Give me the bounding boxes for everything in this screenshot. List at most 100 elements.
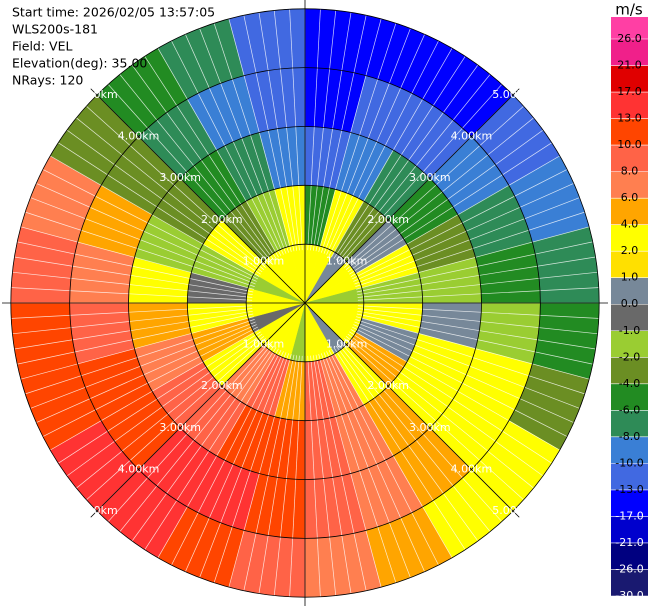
ray-gap xyxy=(8,313,254,367)
colorbar-swatch xyxy=(611,330,648,358)
ring-label: 2.00km xyxy=(201,213,243,226)
range-ring xyxy=(10,8,600,598)
ray-gap xyxy=(321,353,399,592)
ring-label: 4.00km xyxy=(118,462,160,475)
ray-gap xyxy=(153,348,279,566)
ray-gap xyxy=(312,355,353,603)
ray-gap xyxy=(344,338,531,507)
ray-gap xyxy=(126,57,275,261)
ray-gap xyxy=(167,32,282,256)
ray-gap xyxy=(312,3,353,251)
colorbar-swatch xyxy=(611,410,648,437)
ray-gap xyxy=(345,336,541,494)
ray-gap xyxy=(340,77,509,264)
range-ring xyxy=(69,67,541,539)
colorbar-tick-label: 6.0 xyxy=(621,191,639,204)
colorbar-tick-label: 0.0 xyxy=(621,297,639,310)
ray-gap xyxy=(257,355,298,603)
ray-gap xyxy=(350,151,568,277)
colorbar-tick-label: -2.0 xyxy=(619,350,640,363)
ring-label: 4.00km xyxy=(451,462,493,475)
colorbar-tick-label: -6.0 xyxy=(619,403,640,416)
ray-gap xyxy=(354,321,589,412)
ray-gap xyxy=(310,355,338,605)
ray-gap xyxy=(321,14,399,253)
ring-label: 3.00km xyxy=(159,171,201,184)
ray-gap xyxy=(181,26,284,255)
ray-gap xyxy=(347,124,551,273)
ray-gap xyxy=(50,137,261,275)
colorbar-swatch xyxy=(611,198,648,225)
ray-gap xyxy=(16,319,255,397)
colorbar-tick-label: 4.0 xyxy=(621,218,639,231)
ray-gap xyxy=(5,310,253,351)
ring-label: 1.00km xyxy=(326,254,368,267)
ray-gap xyxy=(211,14,289,253)
info-line: Field: VEL xyxy=(12,39,72,54)
ray-gap xyxy=(356,313,602,367)
ray-gap xyxy=(2,286,253,301)
info-line: WLS200s-181 xyxy=(12,22,98,37)
ray-gap xyxy=(355,209,594,287)
colorbar-tick-label: 8.0 xyxy=(621,165,639,178)
ring-label: 1.00km xyxy=(243,338,285,351)
colorbar-label: m/s xyxy=(615,1,643,19)
colorbar-swatch xyxy=(611,65,648,93)
ring-label: 3.00km xyxy=(409,421,451,434)
colorbar-tick-label: 21.0 xyxy=(617,59,642,72)
colorbar-swatch xyxy=(611,357,648,384)
colorbar-swatch xyxy=(611,436,648,464)
info-line: Start time: 2026/02/05 13:57:05 xyxy=(12,5,215,20)
colorbar-swatch xyxy=(611,542,648,570)
ring-label: 2.00km xyxy=(367,379,409,392)
ray-gap xyxy=(34,326,258,441)
ray-gap xyxy=(69,112,265,270)
ray-gap xyxy=(357,305,608,320)
ray-gap xyxy=(101,77,270,264)
ray-gap xyxy=(50,331,261,469)
ray-gap xyxy=(333,347,471,558)
ray-gap xyxy=(28,179,257,282)
ray-gap xyxy=(288,0,303,251)
colorbar-swatch xyxy=(611,171,648,199)
colorbar-tick-label: -4.0 xyxy=(619,377,640,390)
ray-gap xyxy=(315,354,369,600)
ray-gap xyxy=(323,352,414,587)
ray-gap xyxy=(3,270,253,298)
ray-gap xyxy=(326,26,429,255)
ray-gap xyxy=(357,310,605,351)
colorbar-swatch xyxy=(611,463,648,490)
ray-gap xyxy=(350,329,568,455)
ray-gap xyxy=(139,347,277,558)
axis-line xyxy=(90,88,520,518)
colorbar-tick-label: 10.0 xyxy=(617,138,642,151)
ray-gap xyxy=(42,151,260,277)
colorbar-tick-label: 13.0 xyxy=(617,112,642,125)
ray-gap xyxy=(211,353,289,592)
colorbar-swatch xyxy=(611,489,648,517)
colorbar-swatch xyxy=(611,39,648,66)
ray-gap xyxy=(272,355,300,605)
ray-gap xyxy=(340,342,509,529)
ring-label: 3.00km xyxy=(409,171,451,184)
colorbar-swatch xyxy=(611,145,648,172)
ray-gap xyxy=(349,331,560,469)
ray-gap xyxy=(196,19,287,254)
ray-gap xyxy=(114,343,272,539)
ray-gap xyxy=(333,48,471,259)
overlay: 1.00km 1.00km 1.00km 1.00km 2.00km 2.00km 2.00… xyxy=(2,0,608,606)
ring-label: 2.00km xyxy=(367,213,409,226)
ring-label: 4.00km xyxy=(451,130,493,143)
colorbar-swatch xyxy=(611,304,648,331)
ray-gap xyxy=(181,351,284,580)
ray-gap xyxy=(357,270,607,298)
range-ring xyxy=(186,184,424,422)
colorbar-swatch xyxy=(611,569,648,596)
ray-gap xyxy=(344,99,531,268)
range-ring xyxy=(128,126,482,480)
ray-gap xyxy=(353,179,582,282)
ray-gap xyxy=(226,354,292,596)
ray-gap xyxy=(310,1,338,251)
ray-gap xyxy=(323,19,414,254)
